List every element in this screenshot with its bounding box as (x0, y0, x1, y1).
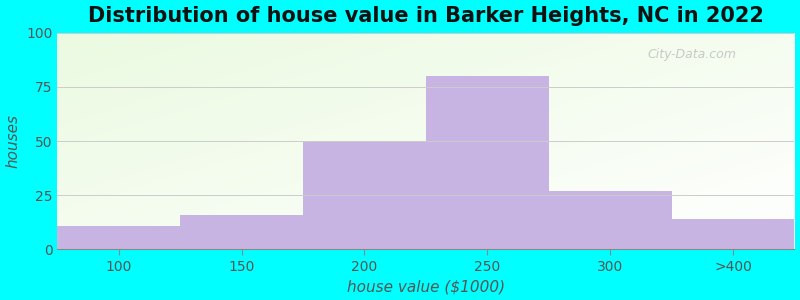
Bar (180, 215, 303, 250)
Bar (549, 191, 671, 250)
Bar (426, 76, 549, 250)
Bar (671, 219, 794, 250)
Bar (58, 226, 180, 250)
Bar (303, 141, 426, 250)
Text: City-Data.com: City-Data.com (647, 48, 736, 61)
Y-axis label: houses: houses (6, 114, 21, 168)
X-axis label: house value ($1000): house value ($1000) (347, 279, 505, 294)
Title: Distribution of house value in Barker Heights, NC in 2022: Distribution of house value in Barker He… (88, 6, 764, 26)
